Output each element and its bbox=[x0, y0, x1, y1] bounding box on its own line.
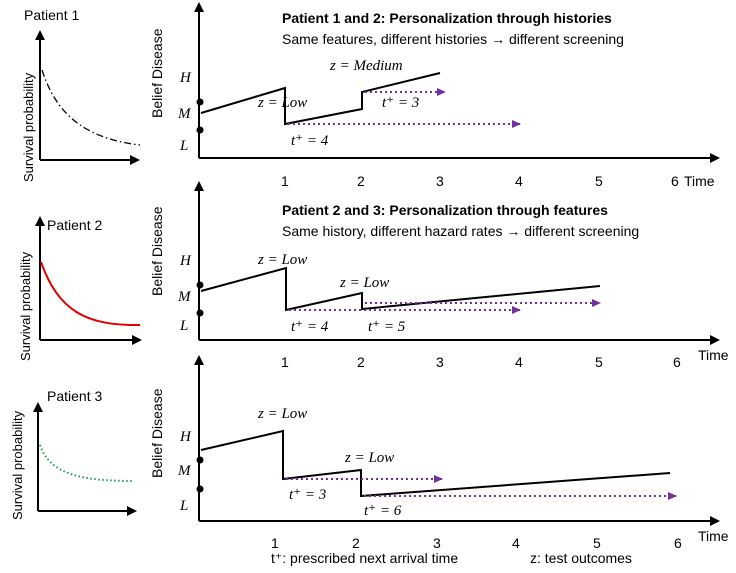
time-axis-label: Time bbox=[698, 528, 729, 544]
tick-label: 1 bbox=[281, 173, 289, 189]
time-ticks: 1 2 3 4 5 6 bbox=[281, 354, 681, 370]
test-outcome-1: z = Low bbox=[257, 406, 307, 422]
legend: t⁺: prescribed next arrival time z: test… bbox=[271, 550, 632, 566]
tick-label: 3 bbox=[436, 354, 444, 370]
tick-label: 5 bbox=[595, 354, 603, 370]
next-arrival-1: t⁺ = 3 bbox=[289, 487, 326, 503]
belief-ylabel: Belief Disease bbox=[149, 28, 165, 118]
next-arrival-2: t⁺ = 6 bbox=[364, 503, 402, 519]
survival-ylabel: Survival probability bbox=[21, 72, 36, 182]
tick-label: 2 bbox=[357, 354, 365, 370]
level-label-high: H bbox=[179, 70, 192, 86]
level-label-medium: M bbox=[177, 106, 192, 122]
level-dot-low bbox=[196, 126, 204, 134]
tick-label: 4 bbox=[515, 354, 523, 370]
tick-label: 3 bbox=[436, 173, 444, 189]
patient-label: Patient 3 bbox=[47, 388, 102, 404]
level-dot-medium bbox=[196, 456, 204, 464]
panel-heading: Patient 1 and 2: Personalization through… bbox=[282, 10, 612, 26]
level-label-low: L bbox=[179, 138, 188, 154]
panel-subheading: Same features, different histories → dif… bbox=[282, 31, 624, 47]
next-arrival-2: t⁺ = 5 bbox=[368, 319, 406, 335]
tick-label: 2 bbox=[352, 535, 360, 551]
next-arrival-2: t⁺ = 3 bbox=[382, 95, 419, 111]
survival-curve bbox=[39, 444, 135, 482]
belief-trajectory bbox=[200, 429, 671, 498]
tick-label: 2 bbox=[357, 173, 365, 189]
panel-heading: Patient 2 and 3: Personalization through… bbox=[282, 202, 608, 218]
panel-patient-2: Patient 2 Survival probability Belief Di… bbox=[18, 181, 729, 370]
tick-label: 5 bbox=[595, 173, 603, 189]
test-outcome-1: z = Low bbox=[257, 95, 307, 111]
tick-label: 4 bbox=[512, 535, 520, 551]
level-label-high: H bbox=[179, 429, 192, 445]
level-dot-medium bbox=[196, 281, 204, 289]
patient-label: Patient 1 bbox=[24, 7, 79, 23]
test-outcome-1: z = Low bbox=[257, 252, 307, 268]
survival-ylabel: Survival probability bbox=[10, 410, 25, 520]
test-outcome-2: z = Low bbox=[339, 275, 389, 291]
next-arrival-1: t⁺ = 4 bbox=[291, 133, 329, 149]
tick-label: 6 bbox=[671, 173, 679, 189]
legend-z: z: test outcomes bbox=[530, 550, 632, 566]
belief-ylabel: Belief Disease bbox=[149, 206, 165, 296]
time-ticks: 1 2 3 4 5 6 bbox=[271, 535, 682, 551]
level-label-high: H bbox=[179, 253, 192, 269]
panel-subheading: Same history, different hazard rates → d… bbox=[282, 223, 639, 239]
tick-label: 6 bbox=[674, 535, 682, 551]
survival-curve bbox=[40, 261, 141, 327]
legend-t-plus: t⁺: prescribed next arrival time bbox=[271, 550, 458, 566]
tick-label: 3 bbox=[433, 535, 441, 551]
belief-trajectory bbox=[200, 72, 441, 126]
belief-ylabel: Belief Disease bbox=[149, 388, 165, 478]
patient-label: Patient 2 bbox=[47, 217, 102, 233]
tick-label: 4 bbox=[515, 173, 523, 189]
level-dot-low bbox=[196, 485, 204, 493]
level-label-low: L bbox=[179, 318, 188, 334]
level-label-low: L bbox=[179, 498, 188, 514]
tick-label: 6 bbox=[673, 354, 681, 370]
survival-curve bbox=[41, 69, 141, 146]
test-outcome-2: z = Low bbox=[344, 450, 394, 466]
level-dot-low bbox=[196, 309, 204, 317]
survival-ylabel: Survival probability bbox=[18, 251, 33, 361]
level-dot-medium bbox=[196, 98, 204, 106]
tick-label: 1 bbox=[271, 535, 279, 551]
time-axis-label: Time bbox=[684, 173, 715, 189]
belief-trajectory bbox=[200, 266, 601, 312]
level-label-medium: M bbox=[177, 289, 192, 305]
panel-patient-3: Patient 3 Survival probability Belief Di… bbox=[10, 355, 729, 551]
level-label-medium: M bbox=[177, 463, 192, 479]
time-axis-label: Time bbox=[698, 347, 729, 363]
tick-label: 5 bbox=[593, 535, 601, 551]
time-ticks: 1 2 3 4 5 6 bbox=[281, 173, 679, 189]
next-arrival-1: t⁺ = 4 bbox=[291, 319, 329, 335]
panel-patient-1: Patient 1 Survival probability Belief Di… bbox=[21, 2, 720, 189]
test-outcome-2: z = Medium bbox=[329, 58, 403, 74]
tick-label: 1 bbox=[281, 354, 289, 370]
